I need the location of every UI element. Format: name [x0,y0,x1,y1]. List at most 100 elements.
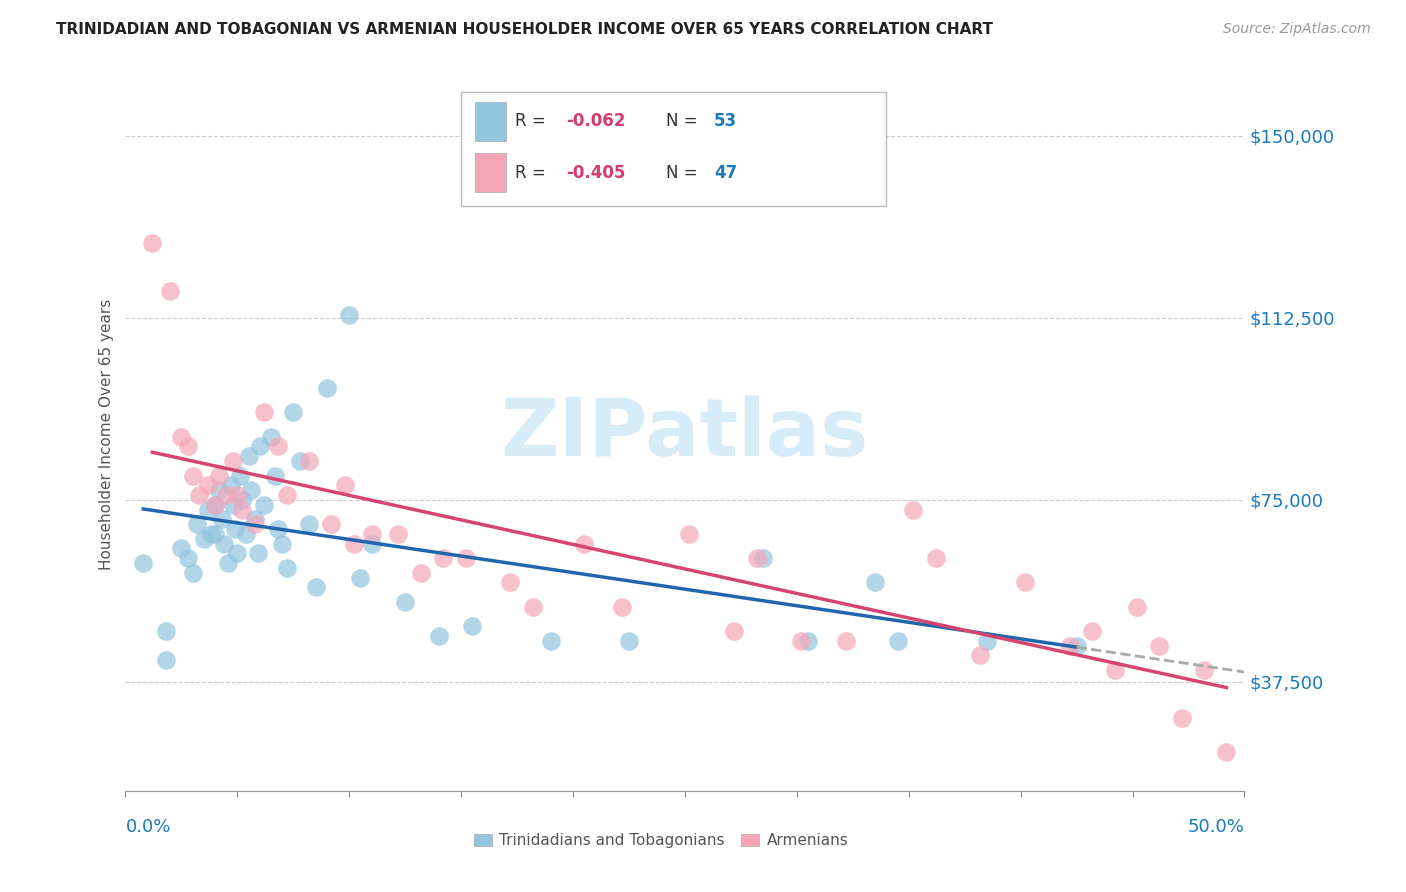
Text: 47: 47 [714,163,737,182]
Point [298,517,321,532]
Point [219,478,242,492]
Point [211,512,233,526]
Point [360,526,382,541]
Point [208,483,231,497]
Point [427,629,450,643]
Point [204,498,226,512]
Text: 0.0%: 0.0% [125,818,172,836]
Point [276,561,298,575]
Point [239,483,262,497]
Bar [475,153,506,192]
FancyBboxPatch shape [461,92,886,206]
Point [141,235,163,250]
Point [432,551,454,566]
Point [271,536,294,550]
Point [752,551,775,566]
Text: -0.405: -0.405 [567,163,626,182]
Point [1192,663,1215,677]
Text: R =: R = [515,163,551,182]
Point [305,580,328,594]
Text: ZIPatlas: ZIPatlas [501,395,869,474]
Point [1059,639,1081,653]
Point [835,633,858,648]
Point [540,633,562,648]
Point [745,551,768,566]
Text: Armenians: Armenians [766,833,848,847]
Point [343,536,366,550]
Point [797,633,820,648]
Point [228,468,250,483]
Point [204,498,226,512]
Point [298,454,321,468]
Point [245,512,267,526]
Y-axis label: Householder Income Over 65 years: Householder Income Over 65 years [100,299,114,570]
Point [288,454,311,468]
Point [170,541,193,556]
Point [181,566,204,580]
Bar [475,102,506,141]
Point [193,532,215,546]
Point [678,526,700,541]
Point [132,556,155,570]
Point [226,546,249,560]
Point [231,502,253,516]
Point [333,478,356,492]
Point [283,405,305,419]
Point [461,619,484,633]
Point [790,633,813,648]
Point [235,526,257,541]
Point [1215,745,1237,759]
Text: Trinidadians and Tobagonians: Trinidadians and Tobagonians [499,833,725,847]
Point [177,439,200,453]
Point [253,405,276,419]
Point [886,633,908,648]
Point [231,492,253,507]
Point [924,551,946,566]
Point [266,522,288,536]
Point [245,517,267,532]
Point [186,517,208,532]
Point [246,546,269,560]
Point [264,468,287,483]
Point [360,536,382,550]
Point [617,633,640,648]
Point [204,526,226,541]
Point [217,556,239,570]
Point [253,498,276,512]
Point [249,439,271,453]
Point [976,633,998,648]
Point [337,309,360,323]
Point [349,570,371,584]
Point [276,488,298,502]
Point [1104,663,1126,677]
Point [321,517,343,532]
Point [266,439,288,453]
Point [222,454,245,468]
Point [454,551,477,566]
Point [1081,624,1104,638]
Point [969,648,991,663]
Point [901,502,924,516]
Point [238,449,260,463]
Text: 50.0%: 50.0% [1188,818,1244,836]
Point [315,381,337,395]
Text: Source: ZipAtlas.com: Source: ZipAtlas.com [1223,22,1371,37]
Point [208,468,231,483]
Text: -0.062: -0.062 [567,112,626,130]
Point [260,430,283,444]
Point [155,653,177,667]
Point [723,624,745,638]
Point [155,624,177,638]
Point [212,536,235,550]
Point [612,599,634,614]
Point [387,526,409,541]
Point [197,502,219,516]
Point [181,468,204,483]
Text: N =: N = [666,112,703,130]
Point [177,551,200,566]
Point [159,284,181,298]
Point [197,478,219,492]
Point [1014,575,1036,590]
Point [1066,639,1088,653]
Point [226,488,249,502]
